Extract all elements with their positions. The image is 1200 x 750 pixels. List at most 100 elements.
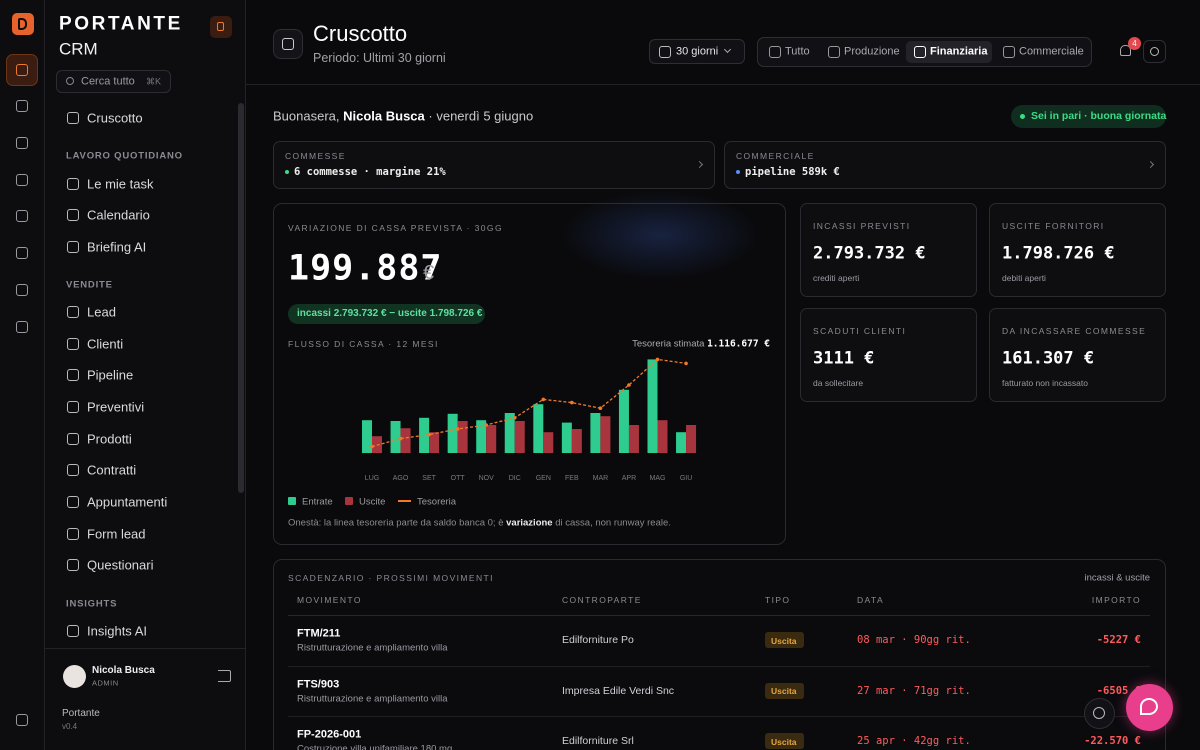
icon (67, 433, 79, 445)
nav-button[interactable] (58, 521, 234, 547)
bar (447, 413, 458, 453)
cash-chip (288, 304, 485, 324)
header-divider (246, 84, 1200, 85)
chart-total: Tesoreria stimata 1.116.677 € (632, 339, 770, 349)
table-header: CONTROPARTE (562, 594, 642, 605)
x-tick-label: FEB (565, 475, 579, 482)
theme-button[interactable] (1143, 40, 1166, 63)
kpi-card (800, 203, 977, 297)
x-tick-label: APR (622, 475, 636, 482)
x-tick-label: DIC (509, 475, 521, 482)
nav-item: Clienti (87, 336, 124, 352)
note-part: variazione (506, 517, 553, 529)
nav-button[interactable] (58, 426, 234, 452)
icon (16, 210, 28, 222)
page-title: Cruscotto (313, 21, 408, 46)
icon (1003, 45, 1015, 58)
icon (659, 45, 671, 58)
type-tag (765, 682, 804, 699)
tab[interactable] (906, 41, 992, 63)
table-row[interactable] (288, 616, 1150, 665)
chart-total: 1.116.677 € (707, 338, 770, 350)
nav-item: Briefing AI (87, 239, 147, 255)
legend-label: Entrate (302, 495, 333, 507)
app-name: Portante (62, 708, 100, 719)
brand: PORTANTE (59, 13, 183, 35)
summary-text: 6 commesse · margine 21% (294, 165, 446, 178)
icon (67, 528, 79, 540)
kpi-value: 1.798.726 € (1002, 243, 1115, 264)
movement-code: FP-2026-001 (297, 728, 362, 741)
type-label: Uscita (771, 685, 797, 696)
table-row[interactable] (288, 667, 1150, 716)
search-box[interactable] (56, 70, 171, 93)
kpi-sub: debiti aperti (1002, 272, 1046, 283)
summary-card[interactable] (724, 141, 1166, 189)
icon (282, 38, 294, 50)
nav-button[interactable] (58, 457, 234, 483)
nav-button[interactable] (58, 331, 234, 357)
avatar (63, 665, 86, 688)
icon (16, 284, 28, 296)
icon (67, 464, 79, 476)
table-title: SCADENZARIO · PROSSIMI MOVIMENTI (288, 572, 494, 583)
nav-item: Calendario (87, 207, 150, 223)
page-subtitle: Periodo: Ultimi 30 giorni (313, 50, 446, 65)
bar (429, 432, 440, 453)
movement-desc: Costruzione villa unifamiliare 180 mq (297, 743, 453, 750)
line-point (627, 383, 631, 387)
icon (16, 137, 28, 149)
bar (628, 425, 639, 453)
icon (914, 45, 926, 58)
icon (16, 64, 28, 76)
icon (67, 178, 79, 190)
bar (676, 432, 687, 453)
counterpart: Edilforniture Srl (562, 734, 634, 747)
movement-desc: Ristrutturazione e ampliamento villa (297, 642, 448, 654)
nav-button[interactable] (58, 394, 234, 420)
legend-label: Uscite (359, 495, 386, 507)
status-dot (1020, 114, 1025, 119)
user-name: Nicola Busca (92, 665, 155, 676)
counterpart: Impresa Edile Verdi Snc (562, 684, 675, 697)
legend-swatch (345, 497, 353, 505)
nav-section-title: VENDITE (66, 279, 113, 291)
cash-amount: 199.887 (288, 248, 443, 289)
nav-item: Appuntamenti (87, 494, 168, 510)
table-card (273, 559, 1166, 750)
bar (504, 413, 515, 453)
greeting-date: · venerdì 5 giugno (428, 108, 534, 124)
icon (16, 247, 28, 259)
cash-currency: € (423, 262, 435, 284)
nav-item: Pipeline (87, 367, 134, 383)
kpi-label: INCASSI PREVISTI (813, 220, 911, 231)
user-role: ADMIN (92, 678, 119, 688)
bar (514, 421, 525, 453)
tab-label: Produzione (844, 45, 900, 57)
status-text: Sei in pari · buona giornata (1031, 109, 1167, 122)
nav-button[interactable] (58, 299, 234, 325)
line-point (570, 400, 574, 405)
table-header: IMPORTO (1091, 594, 1141, 605)
logo (12, 13, 34, 35)
nav-section-title: LAVORO QUOTIDIANO (66, 150, 183, 162)
due-date: 27 mar · 71gg rit. (857, 684, 971, 697)
nav-item: Form lead (87, 526, 146, 542)
greeting: Buonasera, Nicola Busca · venerdì 5 giug… (273, 110, 533, 123)
kpi-label: DA INCASSARE COMMESSE (1002, 325, 1147, 336)
summary-dot (285, 170, 289, 174)
period-select[interactable] (649, 39, 745, 64)
rail-active[interactable] (6, 54, 38, 86)
pin-button[interactable] (210, 16, 232, 38)
summary-card[interactable] (273, 141, 715, 189)
line-point (427, 432, 431, 437)
logout-button[interactable] (218, 670, 231, 682)
kpi-card (989, 308, 1166, 402)
bar (419, 417, 430, 453)
tab-label: Commerciale (1019, 45, 1084, 57)
nav-button[interactable] (58, 362, 234, 388)
summary-text: pipeline 589k € (745, 165, 840, 178)
table-rule (288, 615, 1150, 616)
x-tick-label: NOV (479, 475, 495, 482)
